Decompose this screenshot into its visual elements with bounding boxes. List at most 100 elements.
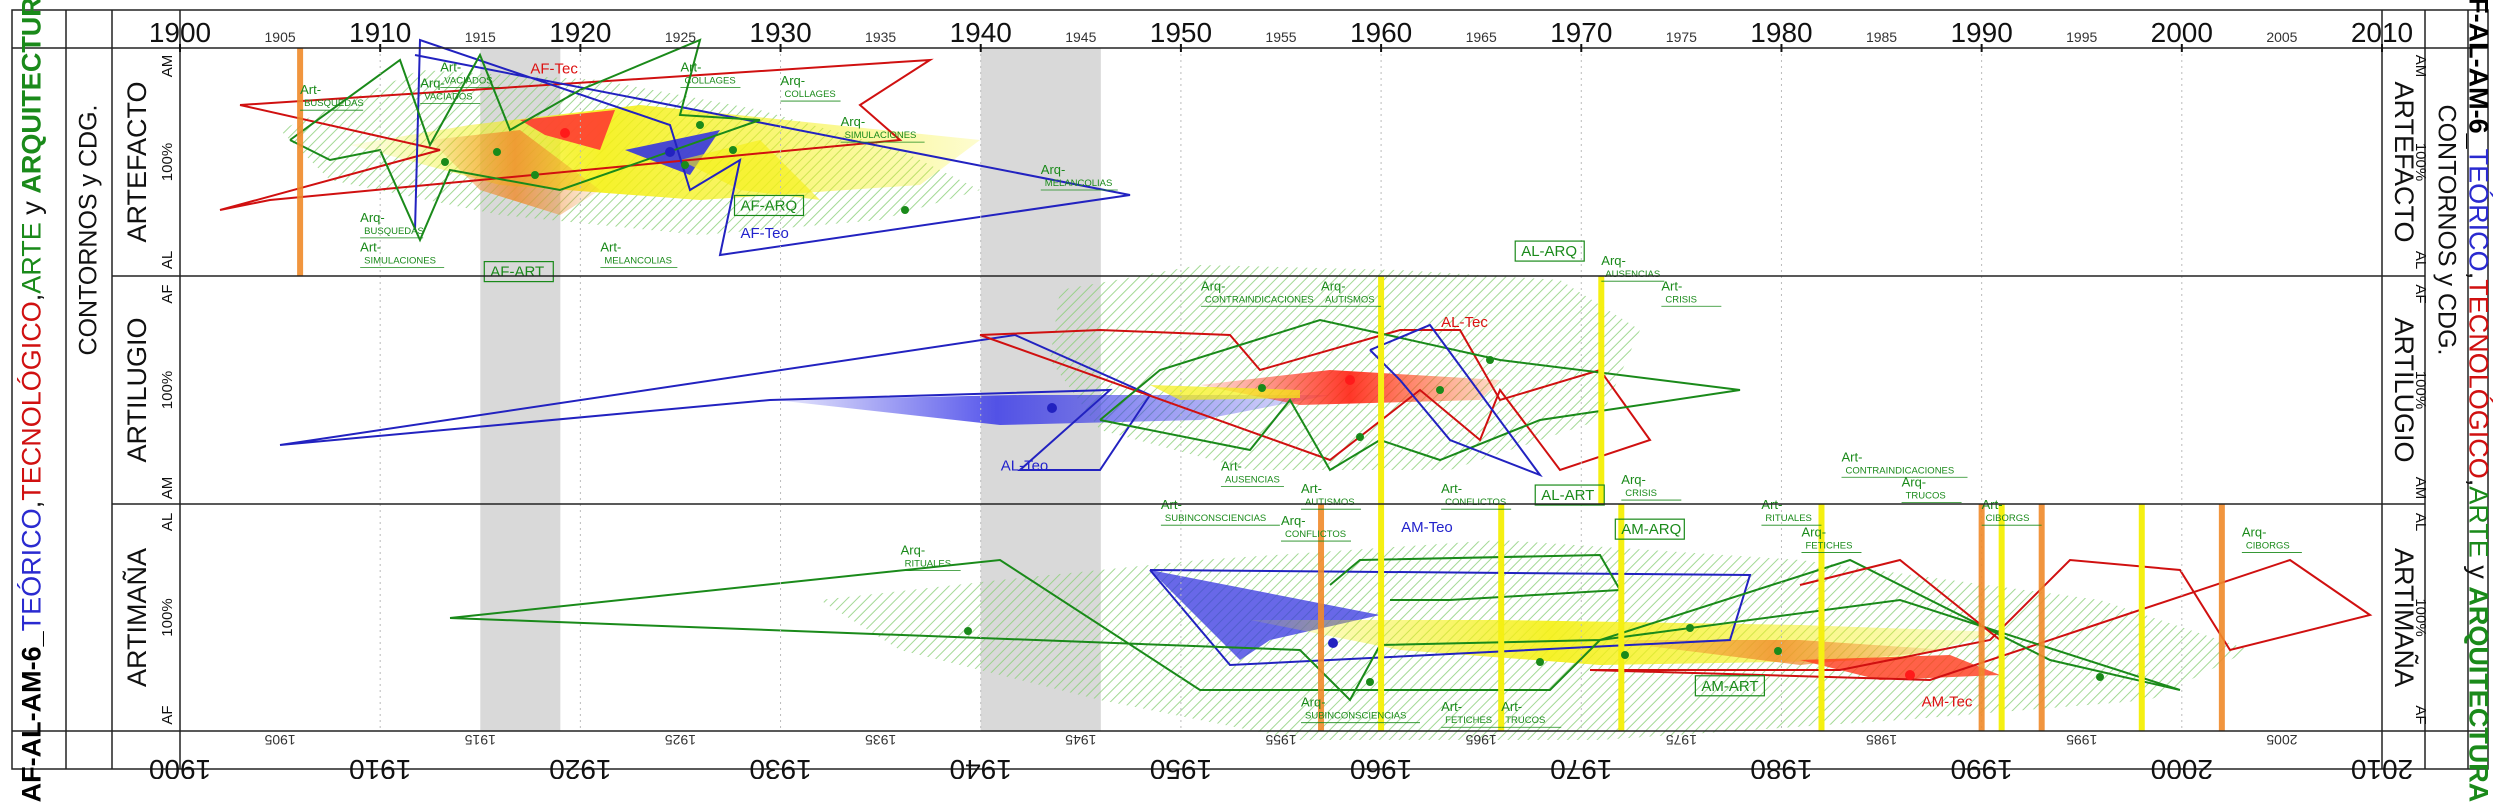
axis-bottom-minor-1925: 1925	[665, 732, 696, 748]
label-band1-6: Arq-	[841, 114, 866, 129]
sublabel-band1-4: COLLAGES	[684, 75, 735, 86]
band-bottom-left-2: AF	[159, 705, 176, 724]
label-band3-5: Arq-	[1801, 524, 1826, 539]
axis-top-major-2010: 2010	[2351, 17, 2413, 48]
axis-bottom-minor-1905: 1905	[264, 732, 295, 748]
sublabel-band1-12: MELANCOLIAS	[604, 256, 672, 267]
label-band1-12: Art-	[600, 240, 621, 255]
sublabel-band2-12: CONTRAINDICACIONES	[1846, 465, 1955, 476]
axis-bottom-major-1960: 1960	[1350, 754, 1412, 779]
axis-bottom-minor-1995: 1995	[2066, 732, 2097, 748]
label-band1-10: Arq-	[360, 210, 385, 225]
sublabel-band1-0: BUSQUEDAS	[304, 98, 364, 109]
sublabel-band1-7: MELANCOLIAS	[1045, 178, 1113, 189]
axis-top-major-1910: 1910	[349, 17, 411, 48]
band-label-right-1: ARTILUGIO	[2389, 317, 2419, 462]
axis-top-minor-2005: 2005	[2266, 29, 2297, 45]
band-labels: ARTEFACTO ARTEFACTO AM 100% AL AM 100% AL ARTILU…	[121, 55, 2429, 725]
axis-top-minor-1915: 1915	[465, 29, 496, 45]
band-bottom-left-0: AL	[159, 251, 176, 269]
axis-bottom-major-1940: 1940	[950, 754, 1012, 779]
label-band3-1: Arq-	[1281, 513, 1306, 528]
timeline-diagram: Art-BUSQUEDASArt-VACIADOSArq-VACIADOSAF-…	[11, 9, 2489, 779]
axis-top-major-1960: 1960	[1350, 17, 1412, 48]
axis-top-major-1920: 1920	[549, 17, 611, 48]
band-label-right-0: ARTEFACTO	[2389, 81, 2419, 242]
filled-shapes	[350, 105, 2000, 680]
left-title: AF-AL-AM-6_TEÓRICO,TECNOLÓGICO,ARTE y AR…	[17, 0, 48, 802]
sublabel-band3-0: SUBINCONSCIENCIAS	[1165, 513, 1266, 524]
label-band2-6: AL-Teo	[1001, 457, 1049, 474]
band-mid-right-1: 100%	[2412, 371, 2429, 409]
label-band3-12: Art-	[1501, 699, 1522, 714]
band-label-left-2: ARTIMAÑA	[121, 548, 152, 687]
sublabel-band3-12: TRUCOS	[1505, 715, 1545, 726]
band-bottom-right-2: AF	[2412, 705, 2429, 724]
sublabel-band3-5: FETICHES	[1805, 540, 1852, 551]
annotation-labels: Art-BUSQUEDASArt-VACIADOSArq-VACIADOSAF-…	[300, 59, 2302, 728]
label-band2-3: Arq-	[1601, 253, 1626, 268]
band-top-left-2: AL	[159, 513, 176, 531]
label-band1-0: Art-	[300, 82, 321, 97]
sublabel-band2-8: AUTISMOS	[1305, 497, 1355, 508]
label-band1-2: Arq-	[420, 75, 445, 90]
axis-top-major-1930: 1930	[749, 17, 811, 48]
axis-bottom-major-1950: 1950	[1150, 754, 1212, 779]
band-bottom-left-1: AM	[159, 477, 176, 500]
label-band2-2: AL-ARQ	[1521, 243, 1577, 260]
sublabel-band2-5: CRISIS	[1665, 294, 1697, 305]
axis-top-major-1990: 1990	[1950, 17, 2012, 48]
axis-bottom-minor-1975: 1975	[1666, 732, 1697, 748]
label-band2-5: Art-	[1661, 278, 1682, 293]
label-band3-9: Arq-	[901, 543, 926, 558]
label-band2-4: AL-Tec	[1441, 314, 1488, 331]
sublabel-band2-9: CONFLICTOS	[1445, 497, 1506, 508]
timeline-axis: 1900 1900 1910 1910 1920 1920 1930 1930 1940 1940…	[149, 17, 2413, 779]
band-top-right-1: AF	[2412, 284, 2429, 303]
axis-bottom-major-1990: 1990	[1950, 754, 2012, 779]
sublabel-band3-7: CIBORGS	[1986, 513, 2030, 524]
axis-top-minor-1935: 1935	[865, 29, 896, 45]
band-mid-right-0: 100%	[2412, 143, 2429, 181]
label-band2-8: Art-	[1301, 481, 1322, 496]
band-label-left-1: ARTILUGIO	[122, 317, 152, 462]
label-band3-11: Art-	[1441, 699, 1462, 714]
axis-bottom-minor-1935: 1935	[865, 732, 896, 748]
label-band3-10: Arq-	[1301, 695, 1326, 710]
band-top-right-2: AL	[2412, 513, 2429, 531]
label-band2-11: Arq-	[1621, 472, 1646, 487]
year-lines	[179, 48, 2383, 731]
label-band1-13: AF-ART	[490, 264, 544, 281]
axis-top-major-1950: 1950	[1150, 17, 1212, 48]
band-top-right-0: AM	[2412, 55, 2429, 78]
label-band3-14: AM-Tec	[1922, 694, 1973, 711]
band-label-right-2: ARTIMAÑA	[2389, 548, 2420, 687]
axis-bottom-major-1910: 1910	[349, 754, 411, 779]
band-bottom-right-0: AL	[2412, 251, 2429, 269]
label-band1-4: Art-	[680, 59, 701, 74]
title-tecnologico: TECNOLÓGICO	[16, 301, 47, 501]
axis-top-minor-1965: 1965	[1466, 29, 1497, 45]
band-top-left-0: AM	[159, 55, 176, 78]
sublabel-band1-1: VACIADOS	[444, 75, 492, 86]
band-mid-left-2: 100%	[159, 598, 176, 636]
frame	[11, 9, 2489, 770]
axis-bottom-major-1930: 1930	[749, 754, 811, 779]
axis-bottom-major-2010: 2010	[2351, 754, 2413, 779]
axis-bottom-minor-1915: 1915	[464, 732, 495, 748]
axis-top-major-1970: 1970	[1550, 17, 1612, 48]
label-band1-8: AF-ARQ	[741, 197, 798, 214]
label-band3-3: AM-ARQ	[1621, 521, 1681, 538]
band-bottom-right-1: AM	[2412, 477, 2429, 500]
label-band1-1: Art-	[440, 59, 461, 74]
axis-bottom-minor-1985: 1985	[1866, 732, 1897, 748]
sublabel-band3-10: SUBINCONSCIENCIAS	[1305, 711, 1406, 722]
label-band3-6: Arq-	[1902, 474, 1927, 489]
axis-top-major-1900: 1900	[149, 17, 211, 48]
label-band2-10: AL-ART	[1541, 487, 1594, 504]
axis-bottom-major-1920: 1920	[549, 754, 611, 779]
sublabel-band3-6: TRUCOS	[1906, 490, 1946, 501]
label-band2-7: Art-	[1221, 458, 1242, 473]
axis-bottom-minor-1955: 1955	[1265, 732, 1296, 748]
right-subtitle: CONTORNOS y CDG.	[2432, 104, 2461, 356]
